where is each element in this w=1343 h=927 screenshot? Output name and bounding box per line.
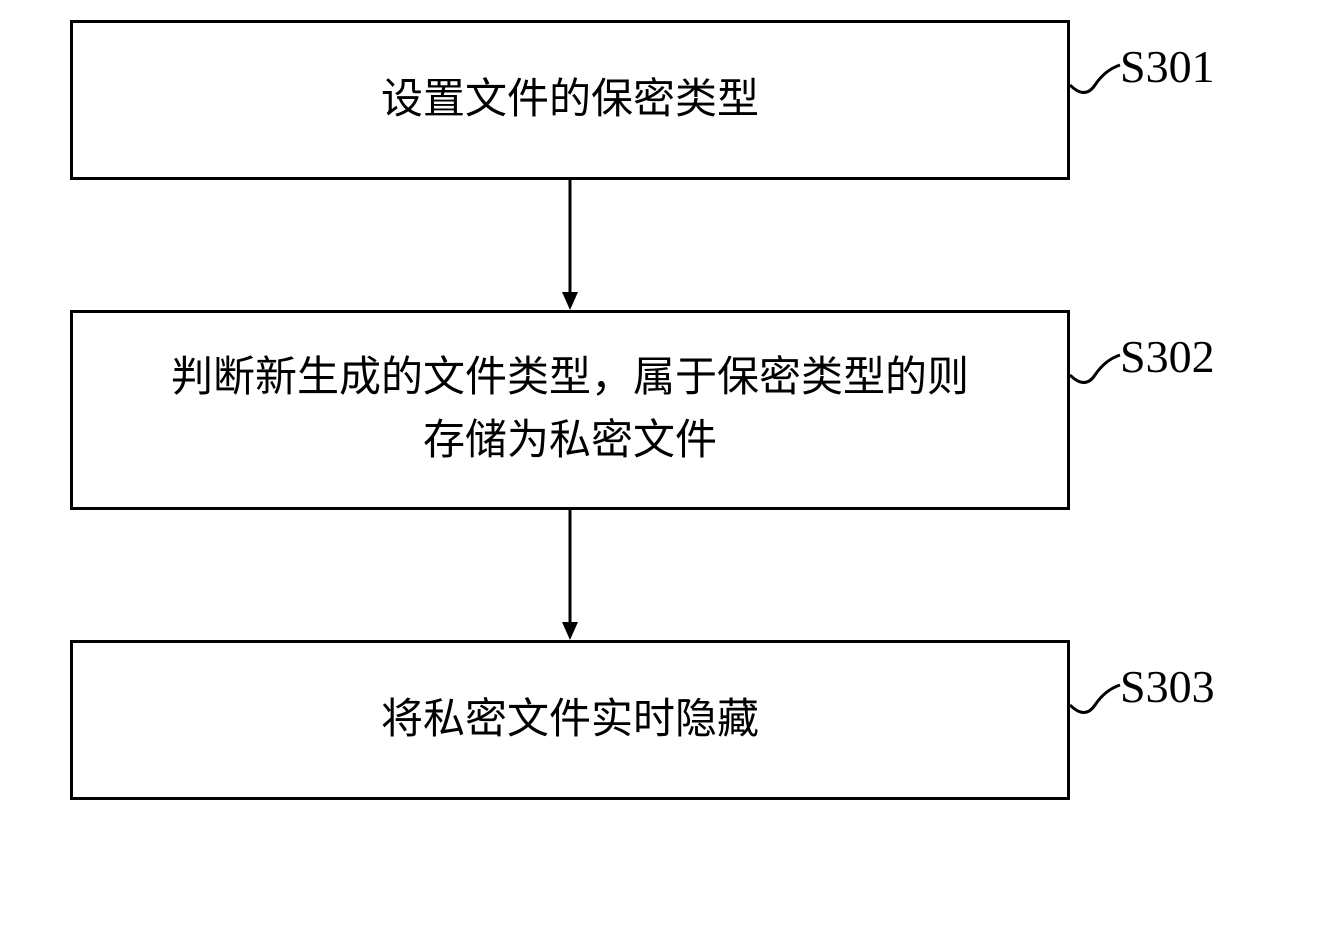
flowchart-node-s303: 将私密文件实时隐藏 <box>70 640 1070 800</box>
node-text-s302: 判断新生成的文件类型，属于保密类型的则 存储为私密文件 <box>171 347 969 473</box>
step-label-s301: S301 <box>1120 40 1215 93</box>
arrow-s301-s302 <box>560 180 580 315</box>
step-label-s303: S303 <box>1120 660 1215 713</box>
arrow-s302-s303 <box>560 510 580 645</box>
node-text-s303: 将私密文件实时隐藏 <box>381 689 759 752</box>
flowchart-node-s301: 设置文件的保密类型 <box>70 20 1070 180</box>
flowchart-node-s302: 判断新生成的文件类型，属于保密类型的则 存储为私密文件 <box>70 310 1070 510</box>
node-text-s301: 设置文件的保密类型 <box>381 69 759 132</box>
step-label-s302: S302 <box>1120 330 1215 383</box>
